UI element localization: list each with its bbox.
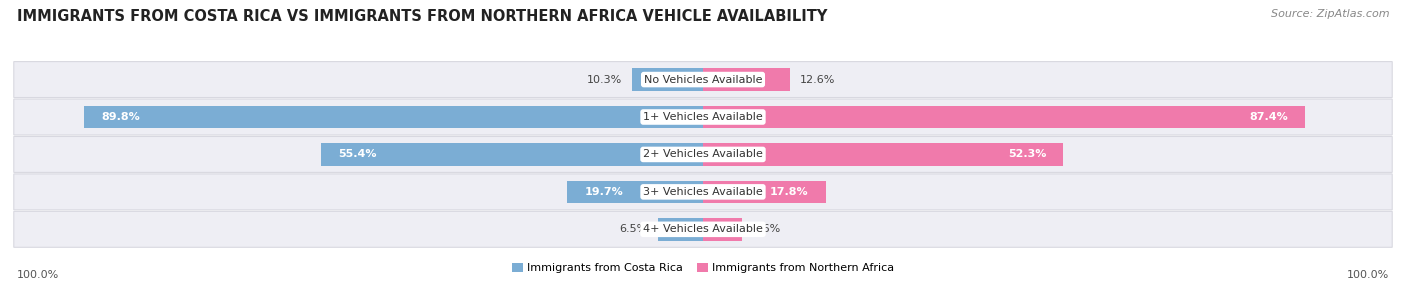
- Bar: [703, 106, 1305, 128]
- Text: 10.3%: 10.3%: [586, 75, 621, 85]
- Text: 100.0%: 100.0%: [1347, 270, 1389, 280]
- Text: 89.8%: 89.8%: [101, 112, 141, 122]
- FancyBboxPatch shape: [14, 136, 1392, 172]
- Bar: [703, 143, 1063, 166]
- Bar: [703, 68, 790, 91]
- Text: 55.4%: 55.4%: [339, 150, 377, 159]
- Text: 6.5%: 6.5%: [620, 224, 648, 234]
- Text: 5.6%: 5.6%: [752, 224, 780, 234]
- Text: 12.6%: 12.6%: [800, 75, 835, 85]
- Legend: Immigrants from Costa Rica, Immigrants from Northern Africa: Immigrants from Costa Rica, Immigrants f…: [508, 259, 898, 278]
- Bar: [321, 143, 703, 166]
- Bar: [658, 218, 703, 241]
- Bar: [633, 68, 703, 91]
- Text: 4+ Vehicles Available: 4+ Vehicles Available: [643, 224, 763, 234]
- Text: 1+ Vehicles Available: 1+ Vehicles Available: [643, 112, 763, 122]
- Bar: [567, 181, 703, 203]
- Text: 100.0%: 100.0%: [17, 270, 59, 280]
- Text: 17.8%: 17.8%: [770, 187, 808, 197]
- Text: IMMIGRANTS FROM COSTA RICA VS IMMIGRANTS FROM NORTHERN AFRICA VEHICLE AVAILABILI: IMMIGRANTS FROM COSTA RICA VS IMMIGRANTS…: [17, 9, 827, 23]
- Text: 87.4%: 87.4%: [1250, 112, 1288, 122]
- Bar: [703, 181, 825, 203]
- Bar: [703, 218, 741, 241]
- Text: 52.3%: 52.3%: [1008, 150, 1046, 159]
- FancyBboxPatch shape: [14, 61, 1392, 98]
- Text: 19.7%: 19.7%: [585, 187, 623, 197]
- FancyBboxPatch shape: [14, 211, 1392, 247]
- Text: No Vehicles Available: No Vehicles Available: [644, 75, 762, 85]
- FancyBboxPatch shape: [14, 99, 1392, 135]
- Text: 2+ Vehicles Available: 2+ Vehicles Available: [643, 150, 763, 159]
- Bar: [84, 106, 703, 128]
- Text: 3+ Vehicles Available: 3+ Vehicles Available: [643, 187, 763, 197]
- Text: Source: ZipAtlas.com: Source: ZipAtlas.com: [1271, 9, 1389, 19]
- FancyBboxPatch shape: [14, 174, 1392, 210]
